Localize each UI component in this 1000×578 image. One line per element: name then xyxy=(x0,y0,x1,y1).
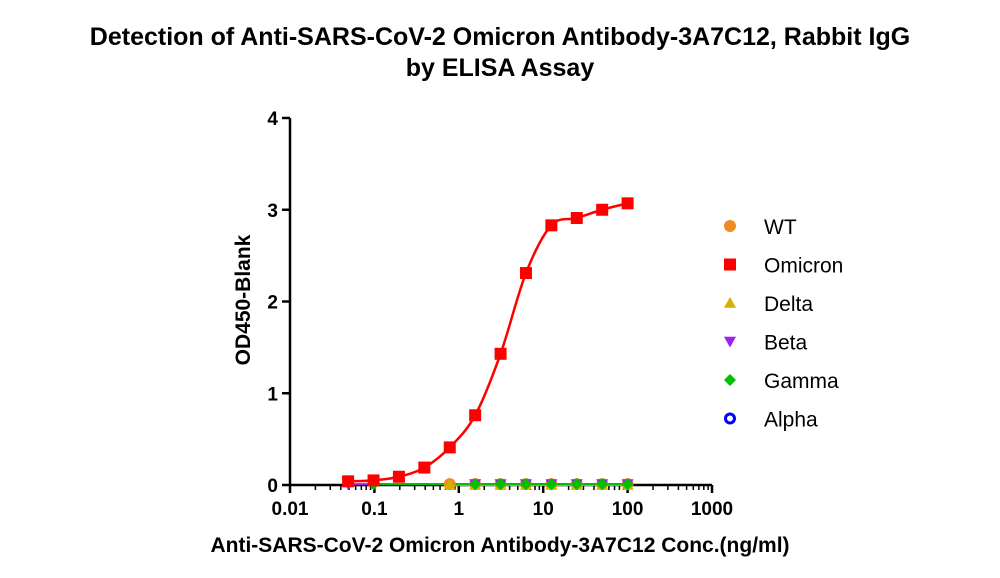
data-point xyxy=(621,197,634,210)
x-tick-label: 1 xyxy=(454,499,465,520)
data-point xyxy=(519,478,532,491)
legend-marker xyxy=(724,258,736,271)
x-tick-label: 10 xyxy=(533,499,554,520)
legend-marker xyxy=(724,220,736,232)
data-points xyxy=(342,197,634,491)
legend-marker xyxy=(724,374,736,386)
data-point xyxy=(367,474,380,487)
legend-marker xyxy=(724,297,736,308)
y-axis-title: OD450-Blank xyxy=(232,234,255,365)
legend-label: Delta xyxy=(764,293,813,316)
data-point xyxy=(596,478,609,491)
legend-label: Gamma xyxy=(764,370,839,393)
y-tick-label: 0 xyxy=(267,476,278,497)
data-point xyxy=(469,409,482,422)
data-point xyxy=(545,478,558,491)
data-point xyxy=(570,478,583,491)
y-tick-label: 3 xyxy=(267,201,278,222)
data-point xyxy=(621,478,634,491)
legend-label: Beta xyxy=(764,332,808,355)
fit-curve xyxy=(348,202,628,483)
data-point xyxy=(519,267,532,280)
fit-curves xyxy=(348,202,628,486)
axes: 0 1 2 3 4 0.01 0.1 1 10 100 1000 xyxy=(267,109,733,520)
data-point xyxy=(494,347,507,360)
x-tick-label: 1000 xyxy=(691,499,733,520)
data-point xyxy=(443,441,456,454)
data-point xyxy=(545,219,558,232)
x-tick-label: 0.1 xyxy=(361,499,388,520)
y-tick-label: 4 xyxy=(267,109,278,130)
x-tick-label: 0.01 xyxy=(272,499,309,520)
chart-title: Detection of Anti-SARS-CoV-2 Omicron Ant… xyxy=(0,22,1000,84)
chart-title-line-1: Detection of Anti-SARS-CoV-2 Omicron Ant… xyxy=(89,23,911,51)
legend-marker xyxy=(724,412,736,425)
legend-label: Alpha xyxy=(764,409,818,432)
legend: WT Omicron Delta Beta Gamma Alpha xyxy=(724,216,843,432)
chart-title-line-2: by ELISA Assay xyxy=(405,54,595,82)
legend-label: Omicron xyxy=(764,255,843,278)
data-point xyxy=(342,475,355,488)
data-point xyxy=(443,479,456,490)
x-axis-title: Anti-SARS-CoV-2 Omicron Antibody-3A7C12 … xyxy=(210,534,789,557)
data-point xyxy=(570,212,583,225)
x-tick-label: 100 xyxy=(612,499,644,520)
data-point xyxy=(494,478,507,491)
data-point xyxy=(418,461,431,474)
data-point xyxy=(596,203,609,216)
legend-label: WT xyxy=(764,216,797,239)
y-tick-label: 2 xyxy=(267,293,278,314)
data-point xyxy=(392,470,405,483)
legend-marker xyxy=(724,336,736,348)
data-point xyxy=(469,478,482,491)
y-tick-label: 1 xyxy=(267,384,278,405)
